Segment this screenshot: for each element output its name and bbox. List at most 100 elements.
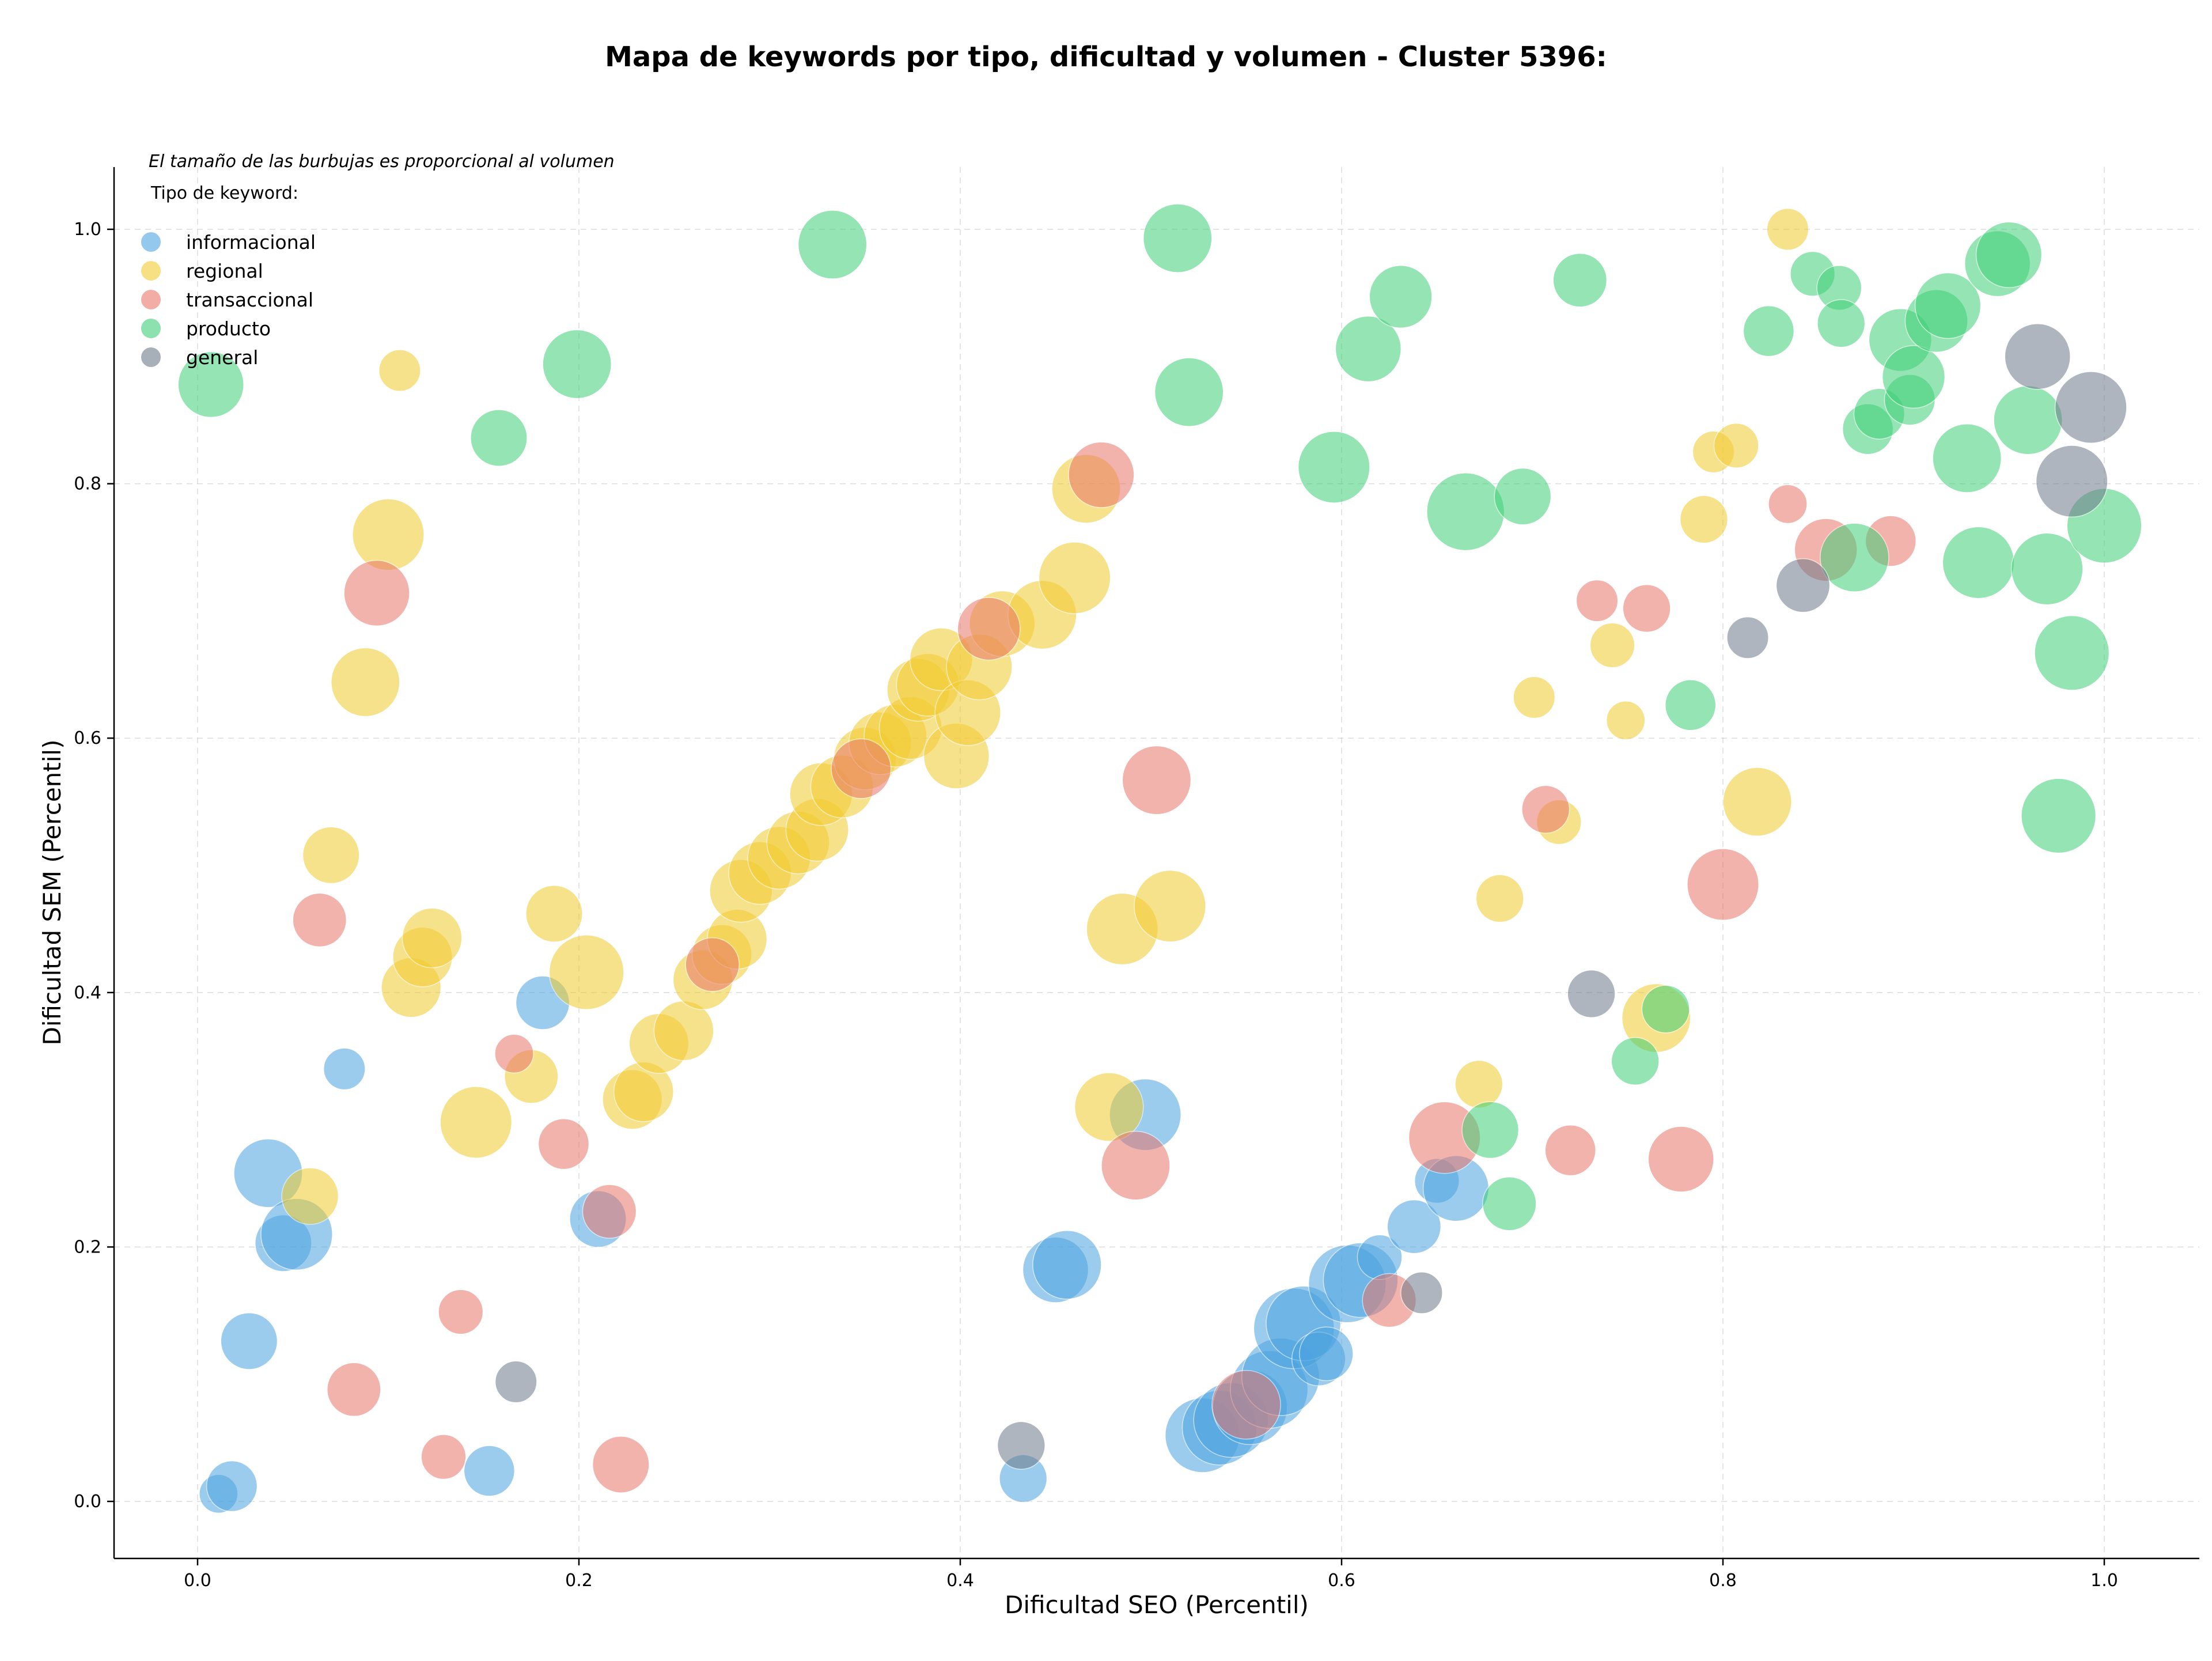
bubble-producto [1664,679,1717,731]
bubble-regional [440,1086,513,1159]
bubble-transaccional [343,559,410,627]
bubble-regional [1134,869,1207,943]
legend-marker-informacional [141,232,161,252]
bubble-regional [1455,1060,1503,1108]
bubble-transaccional [1622,584,1671,633]
bubble-producto [1942,526,2015,599]
bubble-general [997,1421,1046,1470]
bubble-transaccional [831,738,892,799]
x-tick-label: 0.4 [946,1571,974,1591]
bubble-producto [1297,430,1370,504]
bubble-general [2035,445,2108,518]
bubble-producto [1817,299,1866,348]
legend-label-general: general [186,346,258,369]
bubble-transaccional [292,892,347,948]
y-tick-label: 0.2 [74,1237,101,1257]
bubble-regional [1475,874,1524,923]
chart-title: Mapa de keywords por tipo, dificultad y … [605,41,1607,73]
bubble-producto [797,210,868,279]
bubble-producto [1993,385,2063,455]
bubble-regional [1513,676,1556,719]
bubble-regional [1713,422,1759,468]
bubble-producto [1881,345,1946,409]
x-tick-label: 0.0 [184,1571,211,1591]
bubble-transaccional [421,1434,467,1480]
bubble-general [1567,969,1616,1019]
bubble-transaccional [957,597,1021,661]
bubble-informacional [463,1445,516,1497]
bubble-regional [1766,208,1809,251]
legend-label-transaccional: transaccional [186,289,313,311]
bubble-regional [402,907,463,968]
bubble-producto [1641,985,1690,1034]
bubble-producto [1932,423,2002,493]
y-tick-label: 1.0 [74,220,101,240]
bubble-regional [330,647,400,717]
bubble-transaccional [1068,441,1135,508]
bubble-transaccional [1544,1124,1596,1176]
bubble-producto [1154,357,1224,427]
axes: 0.0 0.2 0.4 0.6 0.8 1.0 0.0 0.2 0.4 0.6 0.8 1.0 [74,167,2199,1591]
bubble-producto [1461,1101,1520,1159]
bubble-producto [1914,272,1982,339]
bubble-transaccional [494,1034,534,1074]
bubble-producto [1611,1036,1660,1086]
bubble-transaccional [685,937,740,992]
x-tick-label: 0.8 [1709,1571,1737,1591]
bubble-transaccional [1101,1130,1171,1201]
y-tick-label: 0.0 [74,1492,101,1512]
x-tick-label: 1.0 [2090,1571,2118,1591]
bubble-general [1400,1271,1443,1314]
bubble-producto [1426,472,1505,551]
bubble-transaccional [537,1118,590,1170]
x-tick-label: 0.2 [565,1571,593,1591]
bubble-informacional [206,1460,258,1512]
bubble-producto [1335,315,1402,383]
legend-title: Tipo de keyword: [150,183,298,203]
legend: Tipo de keyword: informacional regional tr… [141,183,316,369]
bubble-informacional [220,1312,278,1370]
bubble-producto [1820,523,1889,593]
legend-marker-regional [141,261,161,281]
bubble-producto [1552,252,1608,308]
bubble-informacional [1032,1229,1102,1300]
x-tick-label: 0.6 [1328,1571,1355,1591]
bubble-informacional [1299,1326,1354,1382]
bubble-transaccional [1521,785,1570,834]
legend-label-producto: producto [186,317,271,340]
bubble-producto [1369,264,1433,329]
bubble-regional [525,884,583,943]
bubble-transaccional [1122,745,1192,815]
y-tick-label: 0.6 [74,728,101,748]
bubble-transaccional [438,1289,484,1335]
bubble-regional [1605,700,1646,740]
bubble-producto [1975,221,2043,288]
bubble-regional [1679,495,1729,544]
bubble-regional [1722,767,1792,837]
bubble-informacional [323,1047,366,1091]
bubble-transaccional [1687,848,1759,921]
bubble-layer [177,203,2142,1514]
bubble-regional [302,826,360,884]
bubble-regional [281,1167,339,1225]
bubble-general [2054,371,2127,444]
legend-marker-producto [141,319,161,338]
bubble-general [1726,616,1769,659]
bubble-producto [2021,778,2097,854]
legend-label-regional: regional [186,260,263,282]
bubble-regional [1074,1072,1144,1142]
bubble-transaccional [1768,484,1808,524]
bubble-general [2004,323,2071,390]
bubble-regional [1038,542,1111,614]
bubble-informacional [1387,1199,1442,1254]
legend-label-informacional: informacional [186,231,316,253]
legend-marker-transaccional [141,290,161,309]
bubble-transaccional [1575,579,1619,622]
y-tick-label: 0.8 [74,474,101,494]
bubble-transaccional [327,1362,381,1417]
bubble-producto [1743,305,1795,357]
bubble-regional [1589,622,1635,668]
bubble-producto [542,329,612,399]
y-axis-label: Dificultad SEM (Percentil) [38,740,66,1046]
